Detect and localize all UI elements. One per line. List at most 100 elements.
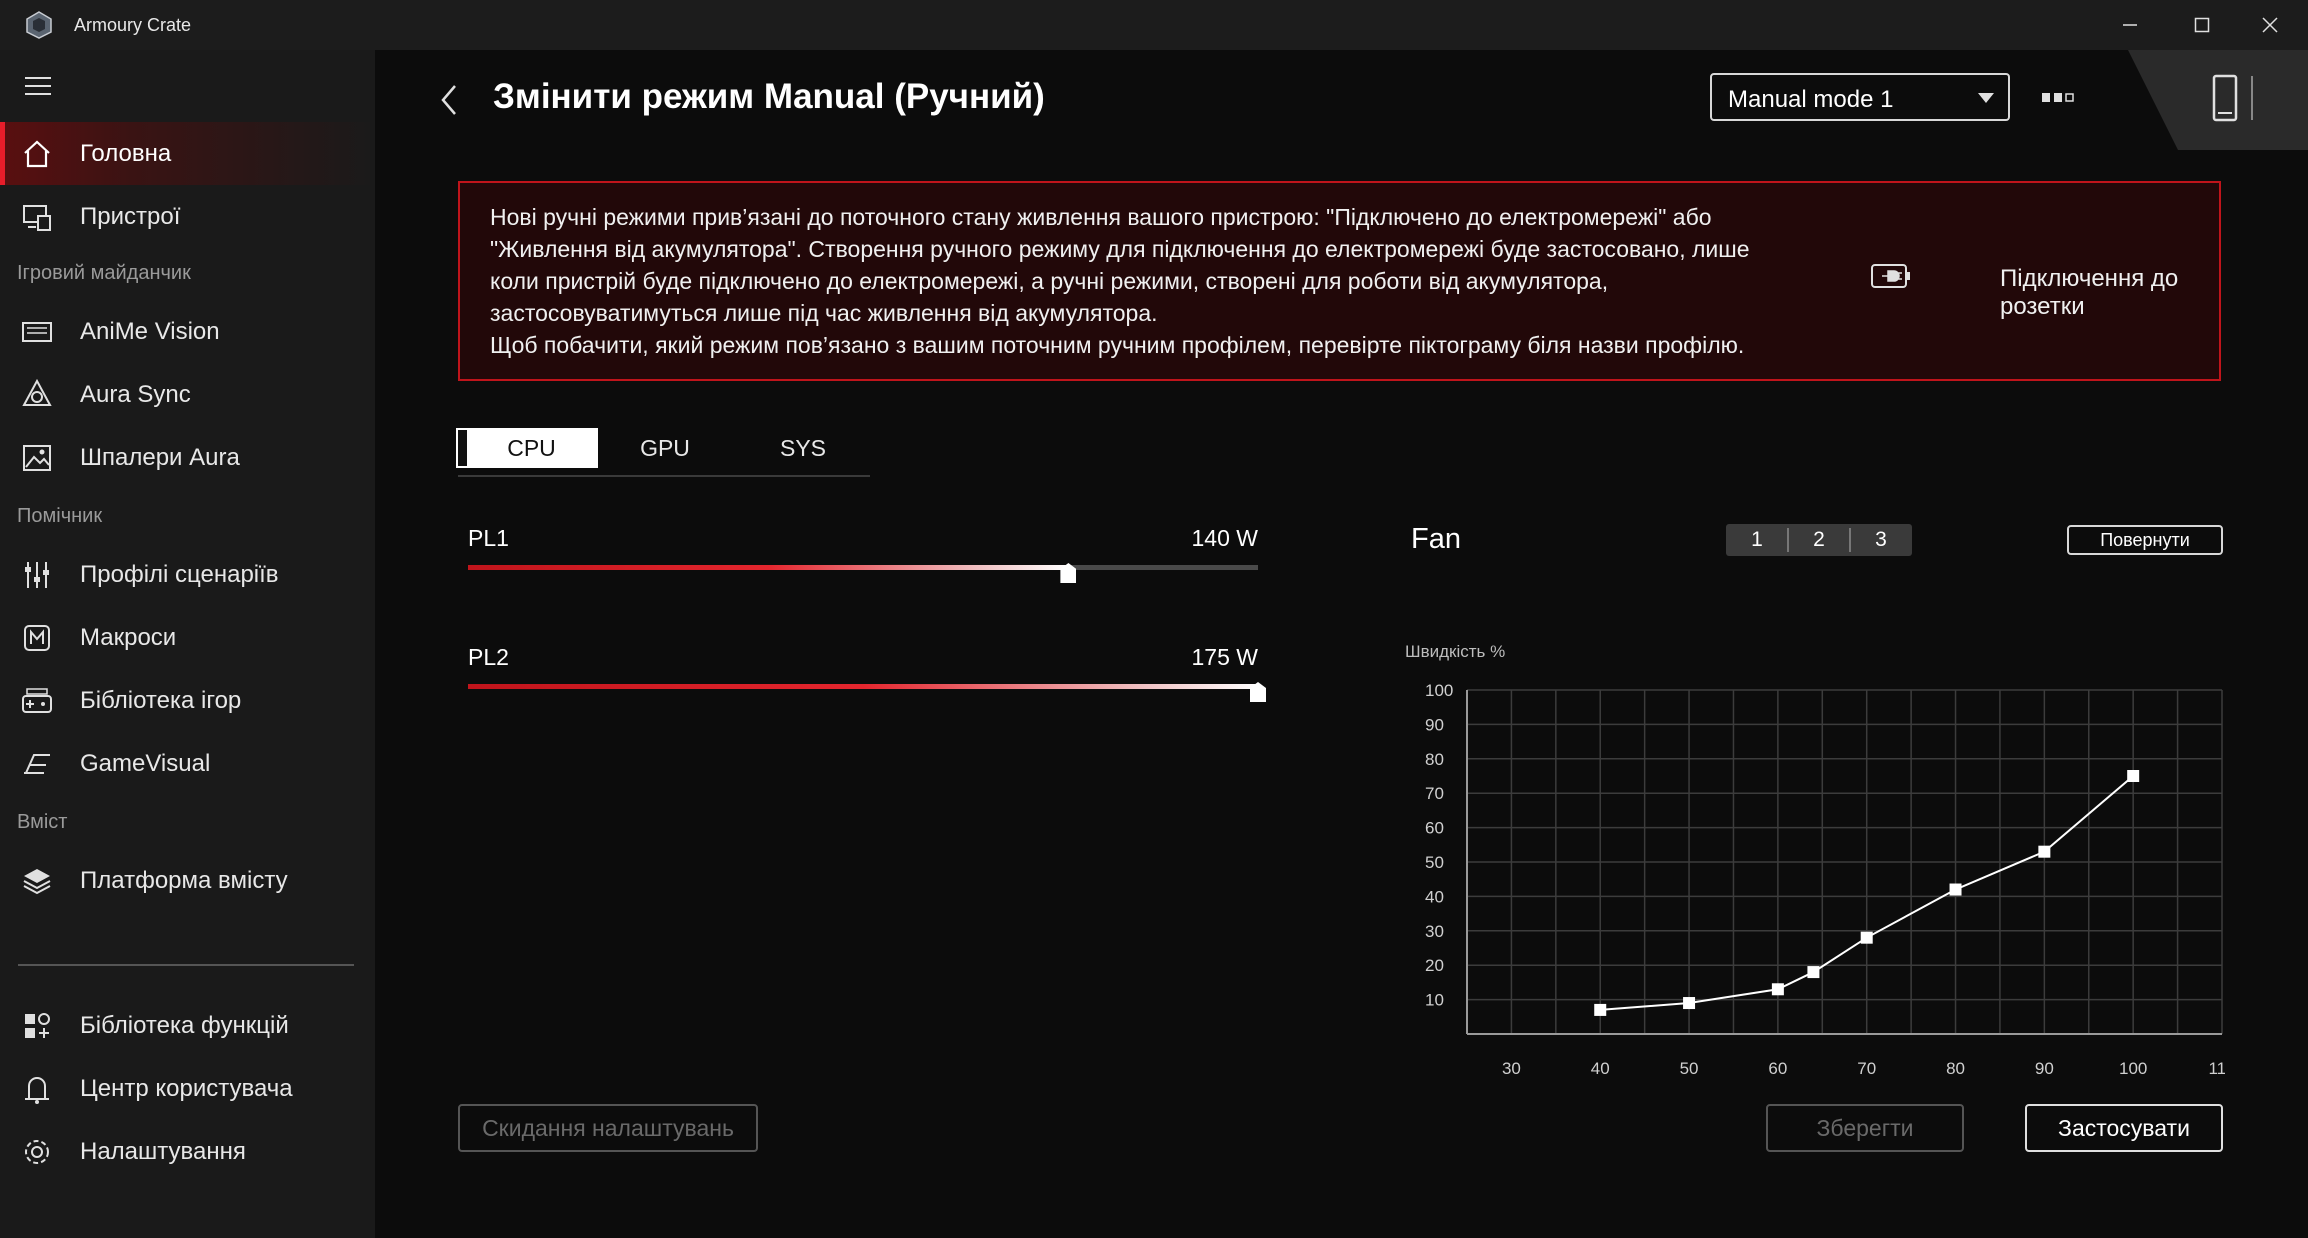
more-options-icon[interactable] bbox=[2040, 90, 2080, 106]
notice-line: "Живлення від акумулятора". Створення ру… bbox=[490, 236, 1750, 262]
macro-icon bbox=[24, 625, 50, 651]
tab-sys[interactable]: SYS bbox=[779, 435, 827, 461]
pl2-slider-block: PL2 175 W bbox=[468, 644, 1266, 724]
notice-line: коли пристрій буде підключено до електро… bbox=[490, 268, 1609, 294]
sidebar-item-label: Центр користувача bbox=[80, 1075, 293, 1102]
fan-curve-point[interactable] bbox=[1683, 997, 1696, 1010]
mode-select-dropdown[interactable]: Manual mode 1 bbox=[1710, 73, 2010, 121]
home-icon bbox=[24, 140, 50, 168]
pl1-label: PL1 bbox=[468, 525, 509, 551]
fan-segment-2[interactable]: 2 bbox=[1813, 528, 1825, 551]
notice-line: Щоб побачити, який режим пов’язано з ваш… bbox=[490, 332, 1745, 358]
notice-text: Нові ручні режими прив’язані до поточног… bbox=[490, 201, 1840, 361]
sidebar-item-anime-vision[interactable]: AniMe Vision bbox=[0, 300, 375, 363]
sidebar-item-game-library[interactable]: Бібліотека ігор bbox=[0, 669, 375, 732]
minimize-icon bbox=[2123, 24, 2137, 26]
tab-cpu[interactable]: CPU bbox=[456, 428, 598, 468]
y-tick-label: 30 bbox=[1425, 922, 1444, 941]
x-tick-label: 110 bbox=[2208, 1059, 2225, 1078]
x-tick-label: 90 bbox=[2035, 1059, 2054, 1078]
sidebar-item-label: Бібліотека функцій bbox=[80, 1012, 289, 1039]
pl1-slider-block: PL1 140 W bbox=[468, 525, 1258, 605]
component-tabs: CPU GPU SYS bbox=[456, 425, 870, 477]
x-tick-label: 40 bbox=[1591, 1059, 1610, 1078]
pl2-slider-fill bbox=[468, 684, 1258, 689]
user-center-icon bbox=[25, 1077, 49, 1104]
sidebar-item-label: Платформа вмісту bbox=[80, 867, 288, 894]
sidebar-item-home[interactable]: Головна bbox=[0, 122, 375, 185]
close-button[interactable] bbox=[2236, 0, 2304, 50]
sidebar-item-user-center[interactable]: Центр користувача bbox=[0, 1057, 375, 1120]
title-bar: Armoury Crate bbox=[0, 0, 2308, 50]
revert-button[interactable]: Повернути bbox=[2067, 525, 2223, 555]
y-tick-label: 90 bbox=[1425, 715, 1444, 734]
pl1-slider[interactable] bbox=[468, 563, 1258, 583]
fan-curve-point[interactable] bbox=[1949, 883, 1962, 896]
sidebar-item-scenario-profiles[interactable]: Профілі сценаріїв bbox=[0, 543, 375, 606]
sidebar: Головна Пристрої Ігровий майданчик AniMe… bbox=[0, 50, 375, 1238]
y-axis-label: Швидкість % bbox=[1405, 642, 1505, 661]
sidebar-item-label: Aura Sync bbox=[80, 381, 191, 408]
fan-curve-point[interactable] bbox=[1594, 1003, 1607, 1016]
fan-curve-point[interactable] bbox=[1771, 983, 1784, 996]
x-tick-label: 70 bbox=[1857, 1059, 1876, 1078]
close-icon bbox=[2262, 17, 2278, 33]
y-tick-label: 40 bbox=[1425, 887, 1444, 906]
sidebar-item-devices[interactable]: Пристрої bbox=[0, 185, 375, 248]
sidebar-item-label: Макроси bbox=[80, 624, 177, 651]
sidebar-item-gamevisual[interactable]: GameVisual bbox=[0, 732, 375, 795]
fan-segment-1[interactable]: 1 bbox=[1751, 528, 1763, 551]
content-platform-icon bbox=[23, 869, 51, 895]
pl1-slider-thumb[interactable] bbox=[1060, 563, 1077, 583]
sidebar-item-aura-sync[interactable]: Aura Sync bbox=[0, 363, 375, 426]
main-content: Змінити режим Manual (Ручний) Manual mod… bbox=[375, 50, 2308, 1238]
feature-library-icon bbox=[25, 1013, 50, 1038]
pl2-slider-thumb[interactable] bbox=[1250, 682, 1266, 702]
sidebar-item-macros[interactable]: Макроси bbox=[0, 606, 375, 669]
fan-curve-chart[interactable]: Швидкість % 10 20 30 40 50 60 70 80 90 100 30 40 50 60… bbox=[1405, 630, 2225, 1080]
chevron-down-icon bbox=[1978, 93, 1994, 103]
fan-selector: 1 2 3 bbox=[1726, 524, 1912, 556]
power-mode-notice: Нові ручні режими прив’язані до поточног… bbox=[458, 181, 2221, 381]
fan-curve-point[interactable] bbox=[2038, 845, 2051, 858]
tab-gpu[interactable]: GPU bbox=[640, 435, 690, 461]
fan-curve-point[interactable] bbox=[2127, 770, 2140, 782]
sidebar-item-settings[interactable]: Налаштування bbox=[0, 1120, 375, 1183]
save-button[interactable]: Зберегти bbox=[1766, 1104, 1964, 1152]
sidebar-item-label: Налаштування bbox=[80, 1138, 246, 1165]
maximize-button[interactable] bbox=[2168, 0, 2236, 50]
device-panel-icon[interactable] bbox=[2128, 50, 2308, 150]
power-state-label: Підключення до розетки bbox=[2000, 265, 2179, 320]
pl2-slider[interactable] bbox=[468, 682, 1266, 702]
minimize-button[interactable] bbox=[2096, 0, 2164, 50]
sidebar-item-label: Головна bbox=[80, 140, 172, 167]
x-tick-label: 60 bbox=[1768, 1059, 1787, 1078]
notice-line: застосовуватимуться лише під час живленн… bbox=[490, 300, 1158, 326]
y-tick-label: 20 bbox=[1425, 956, 1444, 975]
x-tick-label: 80 bbox=[1946, 1059, 1965, 1078]
wallpaper-icon bbox=[23, 445, 51, 471]
sidebar-item-label: AniMe Vision bbox=[80, 318, 220, 345]
section-label-playground: Ігровий майданчик bbox=[17, 262, 191, 284]
fan-segment-3[interactable]: 3 bbox=[1875, 528, 1887, 551]
sidebar-item-aura-wallpaper[interactable]: Шпалери Aura bbox=[0, 426, 375, 489]
pl1-slider-fill bbox=[468, 565, 1069, 570]
hamburger-menu-icon[interactable] bbox=[24, 74, 52, 98]
fan-curve-point[interactable] bbox=[1807, 966, 1820, 979]
segment-divider bbox=[1849, 528, 1851, 552]
pl1-value: 140 W bbox=[1191, 525, 1258, 551]
mode-select-value: Manual mode 1 bbox=[1728, 86, 1894, 113]
power-plug-icon bbox=[1871, 264, 1910, 288]
y-tick-label: 50 bbox=[1425, 853, 1444, 872]
sidebar-item-feature-library[interactable]: Бібліотека функцій bbox=[0, 994, 375, 1057]
section-label-assistant: Помічник bbox=[17, 505, 103, 527]
notice-line: Нові ручні режими прив’язані до поточног… bbox=[490, 204, 1712, 230]
reset-button[interactable]: Скидання налаштувань bbox=[458, 1104, 758, 1152]
back-chevron-icon[interactable] bbox=[435, 80, 465, 120]
apply-button[interactable]: Застосувати bbox=[2025, 1104, 2223, 1152]
sidebar-item-content-platform[interactable]: Платформа вмісту bbox=[0, 849, 375, 912]
anime-vision-icon bbox=[22, 322, 52, 342]
fan-curve-point[interactable] bbox=[1860, 931, 1873, 944]
fan-title: Fan bbox=[1411, 523, 1461, 555]
page-title: Змінити режим Manual (Ручний) bbox=[493, 77, 1045, 116]
